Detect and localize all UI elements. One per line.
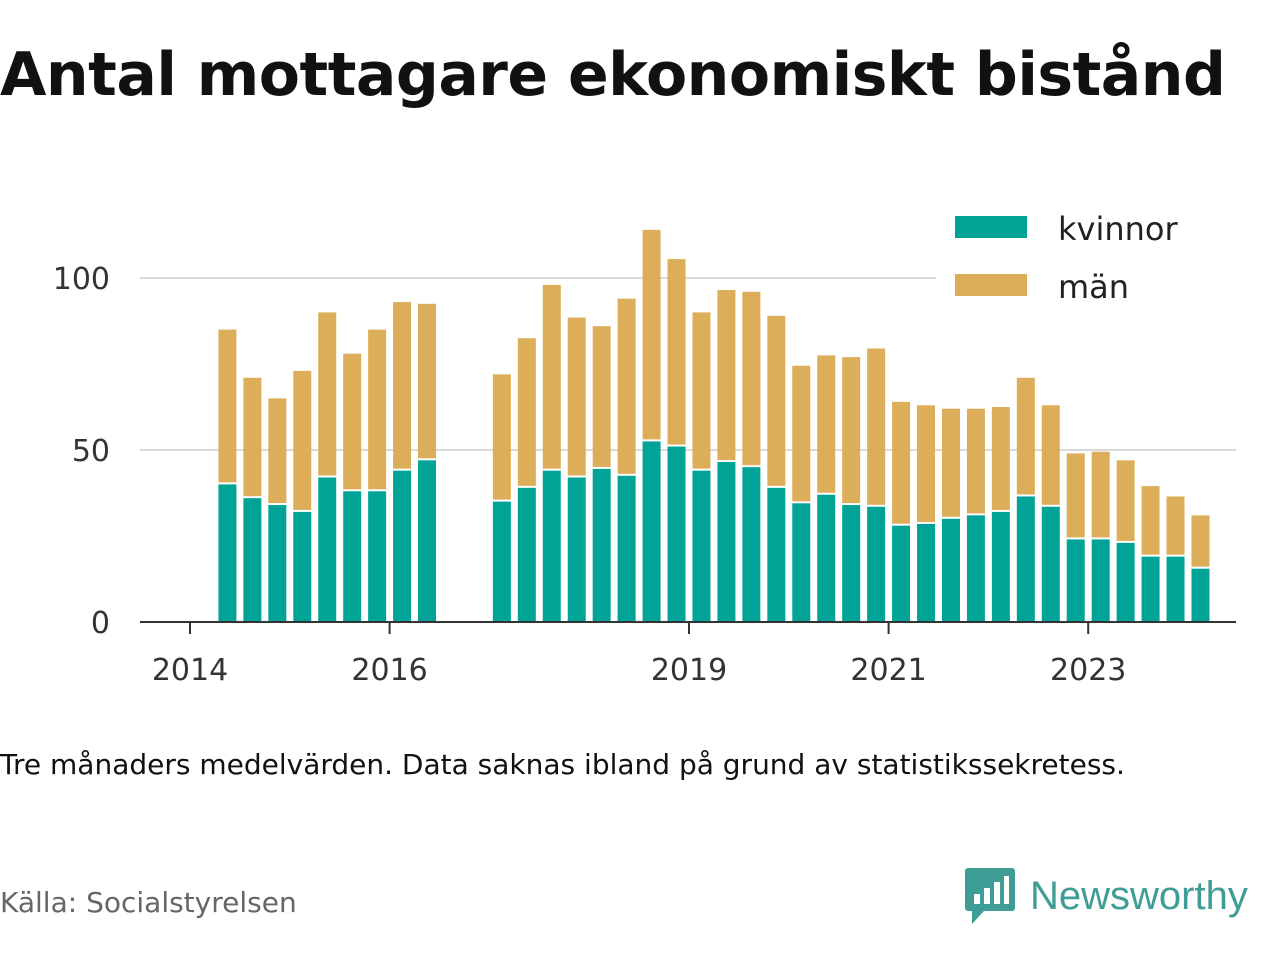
legend-swatch-man (955, 274, 1027, 296)
bar-man (941, 408, 960, 517)
bar-man (1016, 377, 1035, 495)
chart-note: Tre månaders medelvärden. Data saknas ib… (0, 748, 1125, 781)
bar-chart: 2014 2016 2019 2021 2023 0 50 100 kvinnor män (52, 196, 1236, 688)
bar-kvinnor (792, 503, 811, 622)
bar-man (418, 303, 437, 459)
bar-kvinnor (418, 460, 437, 622)
bar-man (692, 312, 711, 469)
brand-name: Newsworthy (1030, 873, 1248, 918)
bar-kvinnor (393, 470, 412, 622)
bar-man (867, 348, 886, 505)
bar-man (991, 407, 1010, 510)
bar-kvinnor (867, 506, 886, 622)
bar-kvinnor (1166, 556, 1185, 622)
x-tick-label: 2019 (651, 653, 727, 688)
bar-kvinnor (692, 470, 711, 622)
chart-title: Antal mottagare ekonomiskt bistånd (0, 40, 1226, 110)
bar-kvinnor (617, 475, 636, 622)
legend-label-kvinnor: kvinnor (1058, 210, 1179, 248)
bar-kvinnor (667, 446, 686, 622)
bar-man (542, 284, 561, 469)
bar-kvinnor (842, 505, 861, 622)
bar-man (642, 229, 661, 440)
bar-man (243, 377, 262, 497)
bar-man (717, 290, 736, 461)
bar-kvinnor (767, 487, 786, 622)
bar-man (343, 353, 362, 490)
bar-man (592, 326, 611, 467)
bar-man (393, 302, 412, 469)
bar-man (617, 298, 636, 474)
y-tick-label: 100 (53, 262, 110, 297)
bar-kvinnor (991, 511, 1010, 622)
bar-kvinnor (293, 511, 312, 622)
x-tick-label: 2021 (850, 653, 926, 688)
bar-kvinnor (343, 491, 362, 622)
bar-kvinnor (268, 505, 287, 622)
bar-kvinnor (917, 523, 936, 622)
bar-man (218, 329, 237, 483)
bar-kvinnor (592, 468, 611, 622)
bar-kvinnor (517, 487, 536, 622)
bar-kvinnor (1141, 556, 1160, 622)
source-label: Källa: Socialstyrelsen (0, 886, 297, 919)
bar-man (293, 370, 312, 510)
legend-label-man: män (1058, 268, 1129, 306)
bar-man (1091, 451, 1110, 538)
bar-kvinnor (817, 494, 836, 622)
bar-man (792, 365, 811, 502)
bar-kvinnor (742, 467, 761, 622)
bar-man (767, 315, 786, 486)
x-tick-label: 2014 (152, 653, 228, 688)
y-tick-label: 50 (72, 434, 110, 469)
bar-man (1141, 486, 1160, 555)
bar-man (492, 374, 511, 500)
bar-kvinnor (1041, 506, 1060, 622)
bar-man (1191, 515, 1210, 567)
bar-kvinnor (218, 484, 237, 622)
y-axis-ticks: 0 50 100 (53, 262, 110, 641)
bar-kvinnor (941, 518, 960, 622)
bar-kvinnor (243, 498, 262, 622)
bar-kvinnor (966, 515, 985, 622)
x-tick-label: 2016 (351, 653, 427, 688)
bar-man (1041, 405, 1060, 505)
bar-man (966, 408, 985, 514)
legend: kvinnor män (936, 196, 1236, 326)
bar-man (268, 398, 287, 504)
bar-man (917, 405, 936, 522)
bar-kvinnor (1016, 496, 1035, 622)
bar-man (817, 355, 836, 493)
bar-man (318, 312, 337, 476)
bar-kvinnor (717, 462, 736, 622)
x-axis-ticks: 2014 2016 2019 2021 2023 (152, 622, 1126, 688)
bar-kvinnor (892, 525, 911, 622)
bar-man (368, 329, 387, 490)
bar-kvinnor (1191, 568, 1210, 622)
bar-man (1116, 460, 1135, 541)
bar-kvinnor (368, 491, 387, 622)
bar-man (1066, 453, 1085, 538)
legend-swatch-kvinnor (955, 216, 1027, 238)
bar-kvinnor (1091, 539, 1110, 622)
bar-kvinnor (567, 477, 586, 622)
bar-man (842, 357, 861, 504)
bar-kvinnor (492, 501, 511, 622)
bar-kvinnor (318, 477, 337, 622)
bar-man (517, 338, 536, 486)
bar-man (742, 291, 761, 466)
bar-man (567, 317, 586, 476)
bar-kvinnor (542, 470, 561, 622)
bar-kvinnor (642, 441, 661, 622)
bar-man (667, 259, 686, 445)
bar-kvinnor (1066, 539, 1085, 622)
y-tick-label: 0 (91, 606, 110, 641)
brand-logo[interactable]: Newsworthy (964, 866, 1248, 926)
bar-kvinnor (1116, 542, 1135, 622)
newsworthy-logo-icon (965, 868, 1015, 924)
bar-group (218, 229, 1210, 622)
bar-man (1166, 496, 1185, 555)
bar-man (892, 401, 911, 524)
x-tick-label: 2023 (1050, 653, 1126, 688)
